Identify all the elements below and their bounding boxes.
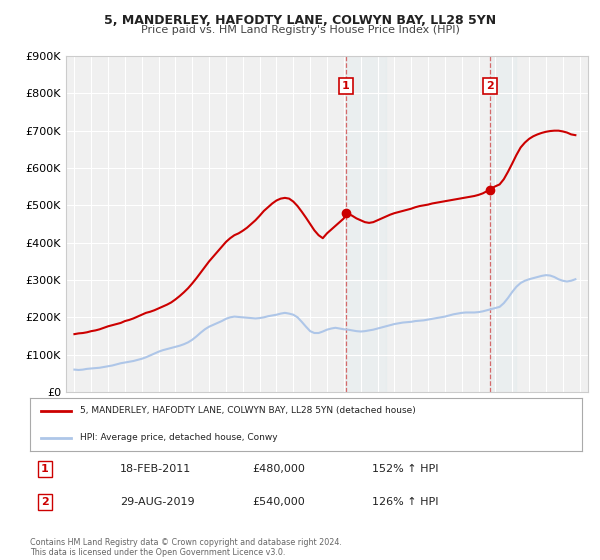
Text: HPI: Average price, detached house, Conwy: HPI: Average price, detached house, Conw… (80, 433, 277, 442)
Text: 29-AUG-2019: 29-AUG-2019 (120, 497, 194, 507)
Text: 1: 1 (41, 464, 49, 474)
Text: 152% ↑ HPI: 152% ↑ HPI (372, 464, 439, 474)
Bar (346, 56, 386, 392)
Text: 18-FEB-2011: 18-FEB-2011 (120, 464, 191, 474)
Bar (490, 56, 515, 392)
Text: £540,000: £540,000 (252, 497, 305, 507)
Text: 126% ↑ HPI: 126% ↑ HPI (372, 497, 439, 507)
Text: 5, MANDERLEY, HAFODTY LANE, COLWYN BAY, LL28 5YN (detached house): 5, MANDERLEY, HAFODTY LANE, COLWYN BAY, … (80, 407, 415, 416)
Text: 2: 2 (41, 497, 49, 507)
Text: £480,000: £480,000 (252, 464, 305, 474)
Text: 1: 1 (342, 81, 350, 91)
Text: 5, MANDERLEY, HAFODTY LANE, COLWYN BAY, LL28 5YN: 5, MANDERLEY, HAFODTY LANE, COLWYN BAY, … (104, 14, 496, 27)
Text: Price paid vs. HM Land Registry's House Price Index (HPI): Price paid vs. HM Land Registry's House … (140, 25, 460, 35)
Text: Contains HM Land Registry data © Crown copyright and database right 2024.
This d: Contains HM Land Registry data © Crown c… (30, 538, 342, 557)
Text: 2: 2 (486, 81, 494, 91)
